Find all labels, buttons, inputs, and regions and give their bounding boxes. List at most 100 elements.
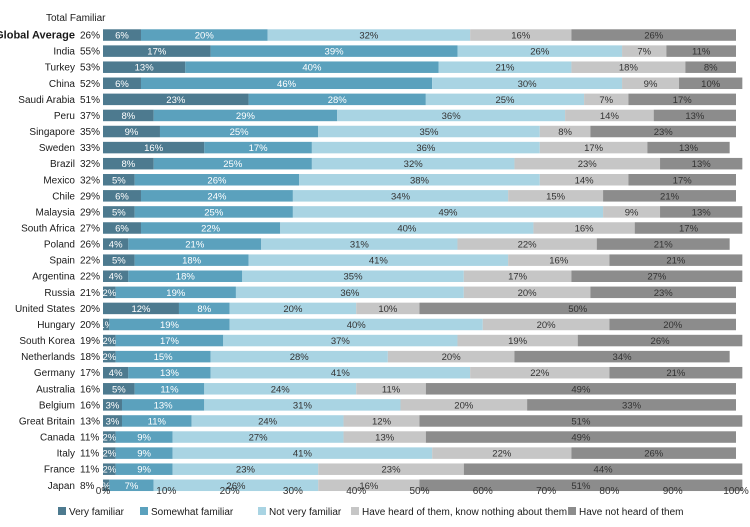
total-familiar-value: 29% <box>80 207 100 218</box>
data-label: 51% <box>571 416 591 427</box>
bar-row: United States 20% 12% 8% 20% 10% 50% <box>15 302 736 315</box>
bar-row: Saudi Arabia 51% 23% 28% 25% 7% 17% <box>18 93 736 106</box>
total-familiar-value: 11% <box>80 433 99 444</box>
data-label: 11% <box>148 416 167 427</box>
bar-segment <box>134 174 300 186</box>
bar-segment <box>103 45 211 57</box>
bar-segment <box>103 270 129 282</box>
data-label: 5% <box>112 175 126 186</box>
legend-label: Very familiar <box>69 507 125 518</box>
data-label: 20% <box>663 320 683 331</box>
category-label: Australia <box>36 384 75 395</box>
total-familiar-value: 32% <box>80 159 100 170</box>
bar-segment <box>356 302 420 315</box>
bar-segment <box>103 350 116 363</box>
data-label: 13% <box>679 143 699 154</box>
bar-segment <box>210 350 388 363</box>
bar-segment <box>628 174 736 186</box>
bar-segment <box>103 447 116 459</box>
bar-segment <box>204 141 312 154</box>
bar-segment <box>103 125 160 138</box>
data-label: 2% <box>102 288 116 299</box>
x-tick-label: 0% <box>96 486 111 497</box>
data-label: % <box>102 481 111 492</box>
category-label: Japan <box>48 481 75 492</box>
bar-segment <box>318 479 420 492</box>
bar-segment <box>103 174 135 186</box>
data-label: 6% <box>115 191 129 202</box>
x-tick-label: 100% <box>723 486 749 497</box>
bar-segment <box>653 109 736 122</box>
data-label: 10% <box>378 304 398 315</box>
legend-label: Not very familiar <box>269 507 342 518</box>
bar-segment <box>140 190 293 202</box>
bar-segment <box>103 254 135 266</box>
data-label: 24% <box>207 191 227 202</box>
data-label: 9% <box>625 207 639 218</box>
data-label: 13% <box>692 159 712 170</box>
bar-segment <box>400 399 528 411</box>
category-label: India <box>53 47 75 58</box>
bar-segment <box>571 29 736 41</box>
bar-row: Canada 11% 2% 9% 27% 13% 49% <box>40 431 736 444</box>
total-familiar-value: 27% <box>80 224 100 235</box>
data-label: 21% <box>666 368 686 379</box>
category-label: Russia <box>44 288 75 299</box>
data-label: 22% <box>492 449 512 460</box>
category-label: Great Britain <box>19 416 75 427</box>
bar-segment <box>103 318 110 331</box>
data-label: 5% <box>112 207 126 218</box>
bar-segment <box>178 302 230 315</box>
bar-segment <box>115 286 236 299</box>
bar-segment <box>419 479 743 492</box>
data-label: 17% <box>584 143 604 154</box>
bar-row: Germany 17% 4% 13% 41% 22% 21% <box>34 366 743 379</box>
data-label: 40% <box>302 63 322 74</box>
bar-segment <box>115 334 224 347</box>
category-label: Sweden <box>39 143 75 154</box>
bar-segment <box>292 206 604 218</box>
data-label: 19% <box>160 320 180 331</box>
bar-segment <box>647 141 730 154</box>
bar-segment <box>584 93 629 106</box>
bar-segment <box>311 141 540 154</box>
category-label: France <box>44 465 76 476</box>
data-label: 9% <box>137 465 151 476</box>
bar-segment <box>539 141 648 154</box>
data-label: 4% <box>109 368 123 379</box>
data-label: 35% <box>344 272 364 283</box>
legend-swatch <box>351 507 359 515</box>
data-label: 2% <box>102 449 116 460</box>
data-label: 38% <box>410 175 430 186</box>
bar-segment <box>539 174 629 186</box>
data-label: 18% <box>176 272 196 283</box>
bar-row: South Korea 19% 2% 17% 37% 19% 26% <box>19 334 743 347</box>
bar-segment <box>109 318 230 331</box>
bar-row: Global Average 26% 6% 20% 32% 16% 26% <box>0 29 736 42</box>
bar-segment <box>622 45 667 57</box>
category-label: Hungary <box>37 320 75 331</box>
bar-segment <box>280 222 534 234</box>
data-label: 21% <box>660 191 680 202</box>
data-label: 7% <box>599 95 613 106</box>
data-label: 21% <box>495 63 515 74</box>
bar-row: Great Britain 13% 3% 11% 24% 12% 51% <box>19 415 743 427</box>
data-label: 2% <box>102 352 116 363</box>
bar-segment <box>590 125 736 138</box>
data-label: 34% <box>391 191 411 202</box>
bar-segment <box>103 206 135 218</box>
bar-segment <box>103 334 116 347</box>
data-label: 2% <box>102 465 116 476</box>
bar-row: Australia 16% 5% 11% 24% 11% 49% <box>36 383 736 395</box>
data-label: 16% <box>511 31 531 42</box>
data-label: 46% <box>277 79 297 90</box>
bar-segment <box>153 479 319 492</box>
bar-segment <box>514 157 661 170</box>
chart-rows: Global Average 26% 6% 20% 32% 16% 26% India 55% 1… <box>0 29 743 492</box>
bar-segment <box>103 286 116 299</box>
data-label: 26% <box>226 481 246 492</box>
bar-segment <box>457 238 597 250</box>
bar-segment <box>103 222 141 234</box>
bar-segment <box>115 447 173 459</box>
data-label: 25% <box>495 95 515 106</box>
